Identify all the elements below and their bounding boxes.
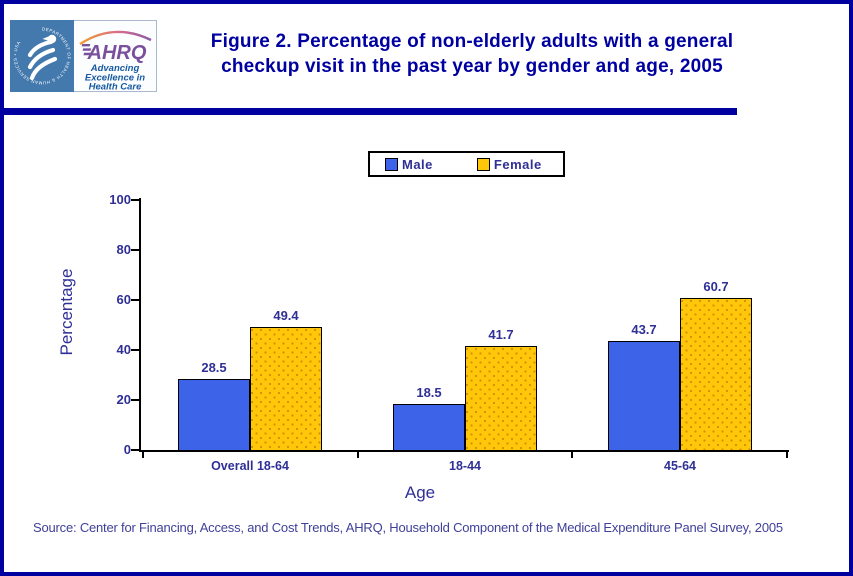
bar-male <box>608 341 680 451</box>
y-tick-mark <box>131 349 141 351</box>
x-axis-title: Age <box>404 483 436 502</box>
legend-item-male: Male <box>385 157 433 172</box>
x-tick-mark <box>571 452 573 458</box>
ahrq-logo-art: AHRQ Advancing Excellence in Health Care <box>79 30 152 93</box>
y-tick-label: 80 <box>116 242 131 257</box>
y-axis-title: Percentage <box>57 268 76 356</box>
ahrq-speed-lines-icon <box>81 44 93 56</box>
figure-title-line1: Figure 2. Percentage of non-elderly adul… <box>210 31 734 52</box>
hhs-logo: DEPARTMENT OF HEALTH & HUMAN SERVICES • … <box>10 20 74 92</box>
category-label: 45-64 <box>664 459 696 473</box>
legend-label-female: Female <box>493 156 542 172</box>
bar-female <box>465 346 537 451</box>
y-tick-label: 20 <box>116 392 131 407</box>
ahrq-tagline-line1: Advancing <box>90 63 140 74</box>
bar-value-label: 60.7 <box>703 279 729 294</box>
bar-value-label: 43.7 <box>631 322 657 337</box>
ahrq-tagline-line3: Health Care <box>89 82 143 92</box>
y-tick-label: 100 <box>109 192 131 207</box>
legend-swatch-female-icon <box>476 157 490 171</box>
x-axis-line <box>139 450 789 452</box>
y-tick-mark <box>131 299 141 301</box>
source-text: Source: Center for Financing, Access, an… <box>33 520 783 535</box>
y-tick-mark <box>131 449 141 451</box>
legend-item-female: Female <box>476 156 542 172</box>
y-tick-label: 0 <box>123 442 131 457</box>
y-axis-line <box>139 198 141 452</box>
eagle-beak <box>42 35 51 42</box>
ahrq-wordmark: AHRQ <box>87 42 147 64</box>
bar-value-label: 18.5 <box>416 385 442 400</box>
category-label: Overall 18-64 <box>211 459 289 473</box>
bar-male <box>178 379 250 451</box>
y-tick-mark <box>131 199 141 201</box>
category-label: 18-44 <box>449 459 481 473</box>
bar-value-label: 49.4 <box>273 308 299 323</box>
figure-title-line2: checkup visit in the past year by gender… <box>221 56 723 77</box>
eagle-icon <box>27 39 58 81</box>
figure-title: Figure 2. Percentage of non-elderly adul… <box>160 29 784 79</box>
y-tick-mark <box>131 399 141 401</box>
header-divider-bar <box>4 108 737 115</box>
bar-female <box>250 327 322 451</box>
ahrq-logo: AHRQ Advancing Excellence in Health Care <box>74 20 157 93</box>
bar-value-label: 28.5 <box>201 360 227 375</box>
legend-swatch-male-icon <box>385 157 398 171</box>
y-tick-label: 60 <box>116 292 131 307</box>
ahrq-arc-icon <box>79 30 152 46</box>
agency-logo-block: DEPARTMENT OF HEALTH & HUMAN SERVICES • … <box>10 20 157 93</box>
chart-legend: Male Female <box>368 151 565 177</box>
x-tick-mark <box>142 452 144 458</box>
bar-male <box>393 404 465 451</box>
ahrq-tagline-line2: Excellence in <box>85 73 145 84</box>
x-tick-mark <box>786 452 788 458</box>
y-tick-label: 40 <box>116 342 131 357</box>
hhs-eagle-icon: DEPARTMENT OF HEALTH & HUMAN SERVICES • … <box>12 26 71 85</box>
y-tick-mark <box>131 249 141 251</box>
bar-female <box>680 298 752 451</box>
x-tick-mark <box>357 452 359 458</box>
bar-value-label: 41.7 <box>488 327 514 342</box>
legend-label-male: Male <box>402 156 433 172</box>
